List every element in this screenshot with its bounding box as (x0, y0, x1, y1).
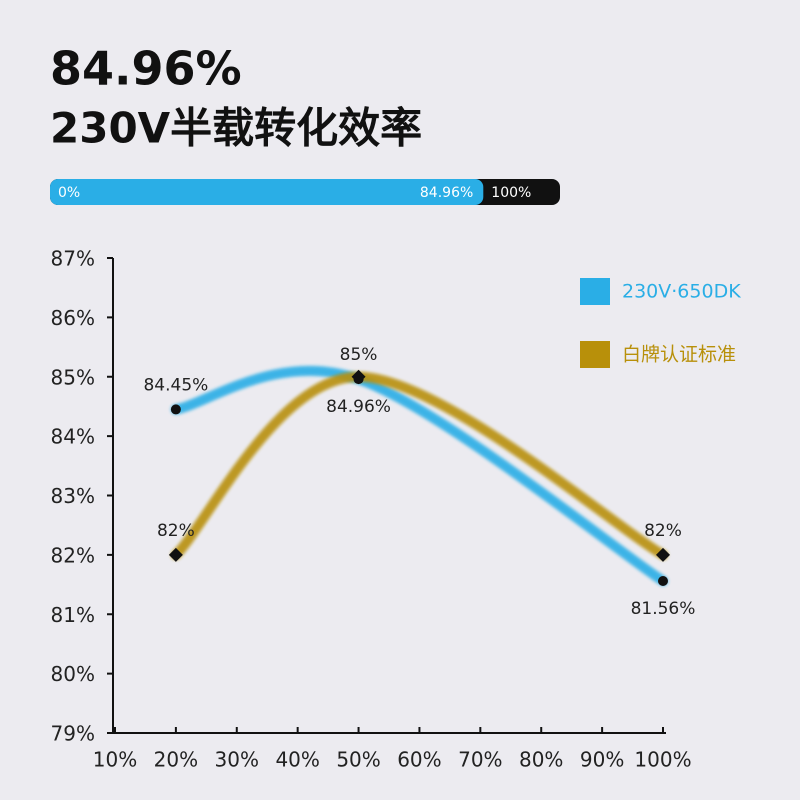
y-tick-label: 81% (51, 603, 95, 627)
marker (658, 576, 668, 586)
progress-end-label: 100% (491, 185, 531, 201)
subtitle: 230V半载转化效率 (50, 104, 422, 153)
y-tick-label: 79% (51, 722, 95, 746)
legend-swatch (580, 341, 610, 368)
marker (170, 404, 181, 415)
y-tick-label: 80% (51, 662, 95, 686)
y-tick-label: 86% (51, 306, 95, 330)
x-tick-label: 100% (634, 748, 691, 772)
x-tick-label: 70% (458, 748, 502, 772)
x-tick-label: 80% (519, 748, 563, 772)
y-tick-label: 84% (51, 425, 95, 449)
x-tick-label: 10% (93, 748, 137, 772)
legend-label: 230V·650DK (622, 281, 741, 303)
x-tick-label: 20% (154, 748, 198, 772)
value-label: 85% (340, 345, 378, 365)
value-label: 84.96% (326, 397, 391, 417)
progress-start-label: 0% (58, 185, 80, 201)
value-label: 82% (644, 521, 682, 541)
y-tick-label: 85% (51, 365, 95, 389)
progress-fill (50, 179, 484, 205)
x-tick-label: 30% (215, 748, 259, 772)
x-tick-label: 40% (275, 748, 319, 772)
value-label: 81.56% (631, 599, 696, 619)
title: 84.96% (50, 42, 242, 96)
y-tick-label: 83% (51, 484, 95, 508)
x-tick-label: 90% (580, 748, 624, 772)
marker (351, 369, 366, 384)
x-tick-label: 60% (397, 748, 441, 772)
series-line (170, 365, 668, 586)
marker (656, 547, 670, 562)
legend-swatch (580, 278, 610, 305)
y-tick-label: 82% (51, 543, 95, 567)
x-tick-label: 50% (336, 748, 380, 772)
series-line (170, 371, 668, 560)
marker (168, 547, 183, 562)
value-label: 82% (157, 521, 195, 541)
legend-label: 白牌认证标准 (622, 344, 736, 366)
progress-value-label: 84.96% (420, 185, 473, 201)
y-tick-label: 87% (51, 247, 95, 271)
value-label: 84.45% (143, 375, 208, 395)
